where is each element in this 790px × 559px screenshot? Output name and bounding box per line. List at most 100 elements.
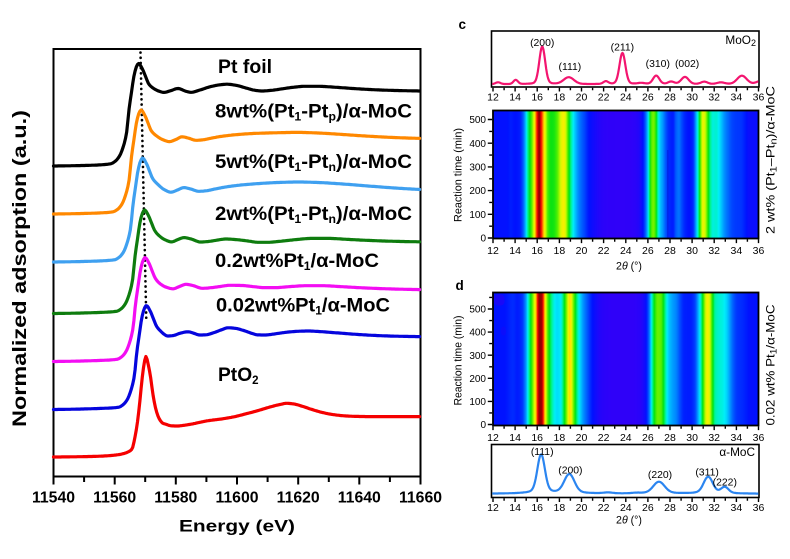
svg-text:30: 30	[686, 245, 698, 257]
svg-text:16: 16	[531, 245, 543, 257]
svg-text:c: c	[459, 17, 467, 32]
svg-text:500: 500	[469, 115, 486, 126]
svg-text:20: 20	[576, 92, 588, 104]
svg-text:100: 100	[469, 397, 486, 408]
svg-text:20: 20	[576, 245, 588, 257]
svg-text:400: 400	[469, 139, 486, 150]
svg-text:200: 200	[469, 186, 486, 197]
svg-text:0.2wt%Pt1/α-MoC: 0.2wt%Pt 1/α-MoC	[215, 251, 379, 273]
svg-text:11580: 11580	[154, 490, 197, 507]
svg-text:(220): (220)	[648, 470, 672, 481]
svg-text:34: 34	[731, 432, 743, 444]
svg-text:32: 32	[708, 432, 720, 444]
svg-text:34: 34	[731, 245, 743, 257]
svg-text:14: 14	[509, 92, 521, 104]
svg-text:30: 30	[686, 432, 698, 444]
svg-text:300: 300	[469, 351, 486, 362]
svg-text:22: 22	[598, 502, 610, 514]
svg-text:12: 12	[487, 502, 499, 514]
svg-text:16: 16	[531, 502, 543, 514]
svg-text:26: 26	[642, 92, 654, 104]
svg-text:0: 0	[480, 420, 486, 431]
svg-text:5wt%(Pt1-Ptn)/α-MoC: 5wt%(Pt 1-Pt n)/α-MoC	[215, 152, 412, 174]
svg-text:12: 12	[487, 245, 499, 257]
svg-text:11600: 11600	[215, 490, 258, 507]
svg-text:26: 26	[642, 245, 654, 257]
svg-text:11640: 11640	[338, 490, 381, 507]
svg-text:(002): (002)	[675, 59, 699, 70]
svg-text:26: 26	[642, 432, 654, 444]
svg-text:Reaction time (min): Reaction time (min)	[453, 316, 465, 406]
svg-text:28: 28	[664, 92, 676, 104]
svg-text:(111): (111)	[559, 62, 582, 73]
svg-text:(111): (111)	[531, 447, 554, 458]
svg-text:Reaction time (min): Reaction time (min)	[453, 128, 465, 222]
svg-text:(211): (211)	[611, 43, 635, 54]
svg-text:2θ (°): 2θ (°)	[616, 261, 642, 273]
svg-text:22: 22	[598, 92, 610, 104]
svg-text:MoO2: MoO2	[725, 33, 756, 48]
svg-text:34: 34	[731, 502, 743, 514]
svg-text:100: 100	[469, 210, 486, 221]
svg-text:24: 24	[620, 245, 632, 257]
svg-text:26: 26	[642, 502, 654, 514]
svg-text:36: 36	[753, 92, 765, 104]
svg-text:2 wt% (Pt1–Ptn)/α-MoC: 2 wt% (Pt1–Ptn)/α-MoC	[764, 85, 779, 234]
svg-text:32: 32	[708, 245, 720, 257]
svg-text:11620: 11620	[277, 490, 320, 507]
svg-text:PtO2: PtO2	[218, 365, 259, 387]
svg-text:α-MoC: α-MoC	[719, 445, 755, 459]
svg-text:11540: 11540	[32, 490, 75, 507]
svg-text:12: 12	[487, 432, 499, 444]
svg-text:(222): (222)	[713, 478, 737, 489]
svg-text:400: 400	[469, 328, 486, 339]
svg-text:2θ (°): 2θ (°)	[616, 515, 642, 527]
svg-text:500: 500	[469, 305, 486, 316]
svg-text:(200): (200)	[558, 466, 582, 477]
svg-text:18: 18	[554, 92, 566, 104]
svg-text:36: 36	[753, 432, 765, 444]
svg-text:0.02wt%Pt1/α-MoC: 0.02wt%Pt 1/α-MoC	[216, 296, 390, 318]
svg-text:22: 22	[598, 245, 610, 257]
svg-text:30: 30	[686, 502, 698, 514]
svg-text:36: 36	[753, 502, 765, 514]
svg-text:(200): (200)	[530, 38, 554, 49]
svg-text:16: 16	[531, 92, 543, 104]
svg-text:11660: 11660	[399, 490, 442, 507]
svg-text:14: 14	[509, 502, 521, 514]
svg-text:14: 14	[509, 432, 521, 444]
svg-text:34: 34	[731, 92, 743, 104]
svg-text:24: 24	[620, 92, 632, 104]
svg-text:14: 14	[509, 245, 521, 257]
svg-text:20: 20	[576, 432, 588, 444]
svg-text:2wt%(Pt1-Ptn)/α-MoC: 2wt%(Pt 1-Pt n)/α-MoC	[215, 204, 412, 226]
svg-text:0.02 wt% Pt1/α-MoC: 0.02 wt% Pt1/α-MoC	[764, 304, 779, 426]
svg-text:32: 32	[708, 502, 720, 514]
svg-text:11560: 11560	[93, 490, 136, 507]
svg-text:28: 28	[664, 245, 676, 257]
svg-text:28: 28	[664, 502, 676, 514]
svg-text:18: 18	[554, 432, 566, 444]
svg-text:d: d	[456, 278, 464, 293]
svg-text:Pt foil: Pt foil	[218, 57, 272, 78]
svg-text:(311): (311)	[695, 468, 719, 479]
svg-text:24: 24	[620, 432, 632, 444]
svg-text:8wt%(Pt1-Ptp)/α-MoC: 8wt%(Pt 1-Pt p)/α-MoC	[215, 102, 412, 124]
svg-text:36: 36	[753, 245, 765, 257]
svg-text:(310): (310)	[646, 59, 670, 70]
svg-text:16: 16	[531, 432, 543, 444]
svg-text:12: 12	[487, 92, 499, 104]
svg-text:0: 0	[480, 234, 486, 245]
svg-text:30: 30	[686, 92, 698, 104]
svg-text:24: 24	[620, 502, 632, 514]
svg-text:Normalized adsorption (a.u.): Normalized adsorption (a.u.)	[10, 110, 31, 427]
svg-text:200: 200	[469, 374, 486, 385]
svg-text:18: 18	[554, 502, 566, 514]
svg-text:20: 20	[576, 502, 588, 514]
svg-text:300: 300	[469, 163, 486, 174]
svg-text:22: 22	[598, 432, 610, 444]
svg-text:32: 32	[708, 92, 720, 104]
svg-text:18: 18	[554, 245, 566, 257]
svg-text:28: 28	[664, 432, 676, 444]
svg-text:Energy (eV): Energy (eV)	[179, 517, 295, 536]
